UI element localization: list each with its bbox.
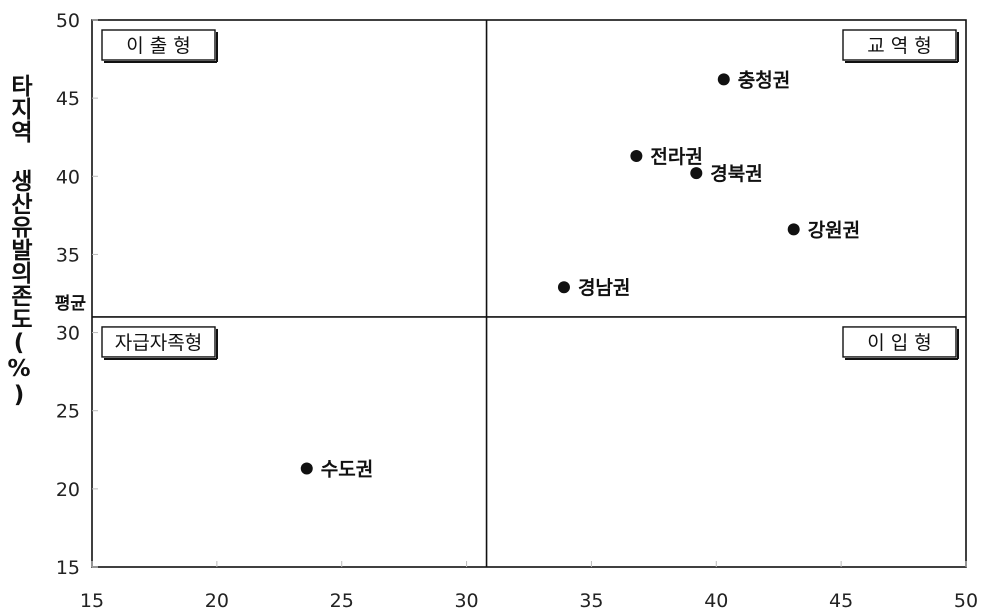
data-point-label: 수도권 xyxy=(321,459,373,481)
average-label: 평균 xyxy=(55,294,87,314)
data-point xyxy=(787,223,800,236)
quadrant-box-top-right xyxy=(842,29,957,61)
x-tick-label: 40 xyxy=(704,590,728,612)
ticks-layer: 15 20 25 30 35 40 45 50 15 20 25 30 35 40 45 50 xyxy=(56,10,978,612)
quadrant-box-bottom-left xyxy=(101,326,216,358)
x-tick-label: 25 xyxy=(330,590,354,612)
data-point-label: 경남권 xyxy=(578,277,630,299)
y-axis-label: 타지역 생산유발의존도(%) xyxy=(6,74,32,408)
quadrant-label-top-right: 교 역 형 xyxy=(867,35,932,57)
data-point xyxy=(557,281,570,294)
data-point-label: 경북권 xyxy=(710,163,762,185)
axes-layer: 평균 xyxy=(55,19,967,568)
data-point xyxy=(690,167,703,180)
y-tick-label: 30 xyxy=(56,323,80,345)
quadrant-box-top-left xyxy=(101,29,216,61)
x-tick-label: 20 xyxy=(205,590,229,612)
data-point xyxy=(717,73,730,86)
y-tick-label: 45 xyxy=(56,88,80,110)
quadrant-label-bottom-right: 이 입 형 xyxy=(867,332,932,354)
data-point-label: 전라권 xyxy=(650,146,702,168)
quadrant-label-top-left: 이 출 형 xyxy=(126,35,191,57)
data-point xyxy=(630,149,643,162)
x-tick-label: 30 xyxy=(454,590,478,612)
x-tick-label: 35 xyxy=(579,590,603,612)
data-point-label: 충청권 xyxy=(738,69,790,91)
quadrant-box-bottom-right xyxy=(842,326,957,358)
quadrant-label-bottom-left: 자급자족형 xyxy=(115,332,202,354)
plot-frame xyxy=(91,19,967,568)
y-tick-label: 35 xyxy=(56,244,80,266)
y-tick-label: 50 xyxy=(56,10,80,32)
y-tick-label: 25 xyxy=(56,401,80,423)
x-tick-label: 50 xyxy=(954,590,978,612)
y-tick-label: 15 xyxy=(56,557,80,579)
x-tick-label: 45 xyxy=(829,590,853,612)
x-tick-label: 15 xyxy=(80,590,104,612)
data-point-label: 강원권 xyxy=(808,219,860,241)
y-tick-label: 20 xyxy=(56,479,80,501)
data-point xyxy=(300,462,313,475)
y-tick-label: 40 xyxy=(56,166,80,188)
